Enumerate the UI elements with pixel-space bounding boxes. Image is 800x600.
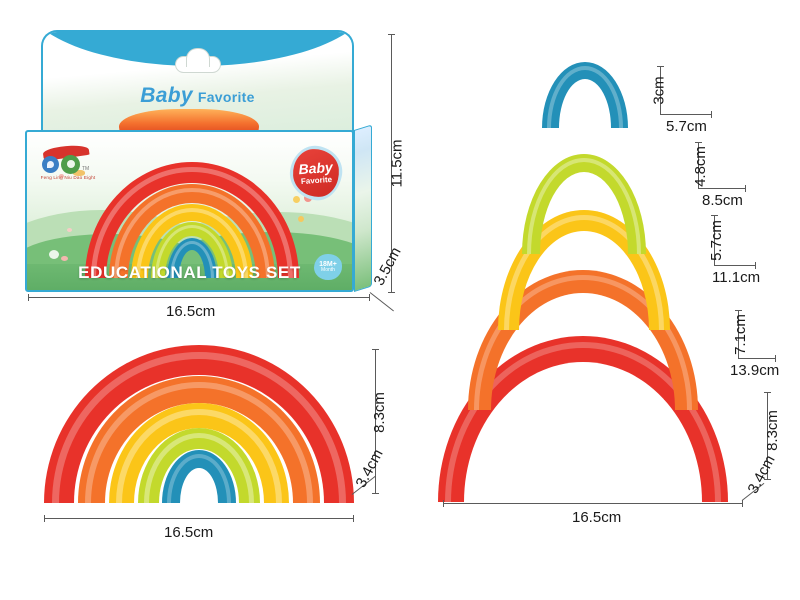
pkg-height-line — [391, 34, 392, 292]
decor-dot-1 — [59, 174, 64, 178]
logo-trademark: TM — [82, 166, 90, 172]
asm-width-tick-right — [353, 515, 354, 522]
p5-height-tick-top — [764, 392, 771, 393]
asm-width-tick-left — [44, 515, 45, 522]
pkg-width-tick-right — [369, 294, 370, 301]
hang-hole — [174, 56, 221, 73]
age-badge-line-1: 18M+ — [319, 261, 337, 268]
p4-height-line — [738, 310, 739, 358]
logo-circle-blue — [42, 156, 59, 173]
pkg-width-line — [28, 297, 370, 298]
p1-width-line — [660, 114, 712, 115]
p3-width-line — [714, 265, 756, 266]
p2-width-label: 8.5cm — [702, 192, 743, 209]
p5-width-line — [443, 503, 743, 504]
p3-height-line — [714, 215, 715, 265]
p5-height-tick-bottom — [764, 479, 771, 480]
age-badge: 18M+ Month — [314, 254, 342, 280]
package-rainbow-art — [85, 162, 299, 278]
hanger-brand-main: Baby — [140, 84, 193, 107]
p1-width-tick-right — [711, 111, 712, 118]
asm-depth-label: 3.4cm — [352, 446, 387, 491]
p3-height-label: 5.7cm — [707, 220, 725, 261]
decor-dot-3 — [67, 228, 72, 232]
package-front-panel: TM Feng Ling Niu Dao Eight Baby Favorite — [25, 130, 354, 292]
age-badge-line-2: Month — [321, 267, 335, 273]
pkg-width-label: 16.5cm — [166, 303, 216, 320]
decor-dot-4 — [49, 250, 59, 259]
assembled-arch-blue — [162, 450, 236, 503]
logo-caption: Feng Ling Niu Dao Eight — [40, 175, 96, 180]
p2-height-tick-top — [695, 142, 702, 143]
package-front-title: EDUCATIONAL TOYS SET — [78, 263, 301, 282]
pkg-height-tick-top — [388, 34, 395, 35]
exploded-arch-blue — [542, 62, 628, 128]
p4-width-line — [738, 358, 776, 359]
pkg-depth-line — [369, 292, 394, 312]
pkg-height-label: 11.5cm — [388, 139, 406, 188]
p5-height-line — [767, 392, 768, 480]
decor-dot-6 — [293, 196, 300, 203]
asm-height-line — [375, 349, 376, 494]
asm-width-line — [44, 518, 354, 519]
asm-width-label: 16.5cm — [164, 524, 214, 541]
decor-dot-8 — [298, 216, 304, 222]
pkg-depth-label: 3.5cm — [370, 244, 405, 289]
p2-width-line — [698, 188, 746, 189]
package-hanger-card: Baby Favorite — [41, 30, 354, 134]
decor-dot-2 — [73, 170, 85, 176]
badge-line-2: Favorite — [300, 174, 333, 187]
p4-width-tick-right — [775, 355, 776, 362]
badge-line-1: Baby — [298, 158, 334, 178]
decor-dot-5 — [61, 256, 68, 261]
p3-width-label: 11.1cm — [712, 269, 761, 286]
logo-circle-green — [61, 155, 80, 174]
p5-width-label: 16.5cm — [572, 509, 622, 526]
brand-logo: TM Feng Ling Niu Dao Eight — [39, 142, 97, 186]
exploded-arch-green — [522, 154, 646, 254]
asm-height-tick-top — [372, 349, 379, 350]
p5-height-label: 8.3cm — [763, 410, 781, 451]
p1-height-label: 3cm — [650, 76, 668, 105]
hanger-brand-sub: Favorite — [197, 89, 255, 105]
p4-height-label: 7.1cm — [731, 314, 749, 355]
p2-height-label: 4.8cm — [691, 146, 709, 187]
assembled-rainbow — [44, 345, 354, 503]
p4-height-tick-top — [735, 310, 742, 311]
p2-width-tick-right — [745, 185, 746, 192]
asm-height-label: 8.3cm — [370, 392, 388, 433]
p5-width-tick-right — [742, 500, 743, 507]
p5-width-tick-left — [443, 500, 444, 507]
p3-width-tick-right — [755, 262, 756, 269]
p2-height-line — [698, 142, 699, 188]
pkg-width-tick-left — [28, 294, 29, 301]
package-box: Baby Favorite TM Feng Ling Niu Dao Eigh — [25, 30, 372, 292]
p4-width-label: 13.9cm — [730, 362, 780, 379]
p1-height-line — [660, 66, 661, 114]
pkg-height-tick-bottom — [388, 292, 395, 293]
asm-height-tick-bottom — [372, 493, 379, 494]
p1-width-label: 5.7cm — [666, 118, 707, 135]
hanger-brand: Baby Favorite — [43, 84, 352, 108]
p3-height-tick-top — [711, 215, 718, 216]
package-box-side-panel — [354, 124, 372, 292]
p1-height-tick-top — [657, 66, 664, 67]
